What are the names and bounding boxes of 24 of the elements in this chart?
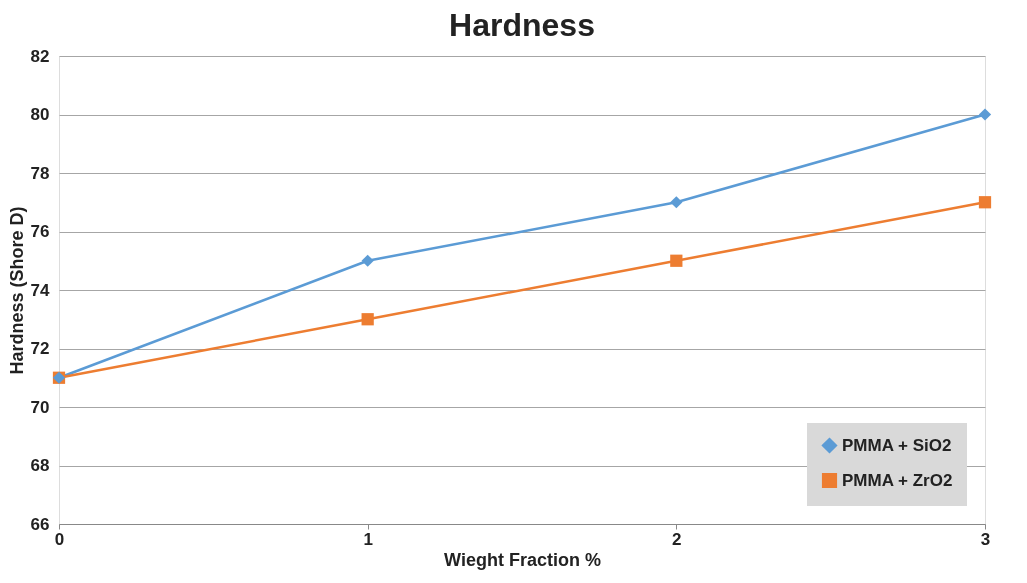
y-tick-label: 68: [30, 456, 50, 475]
y-axis-title: Hardness (Shore D): [6, 206, 27, 375]
point: [978, 108, 992, 121]
y-tick-label: 80: [30, 105, 50, 124]
legend-label: PMMA + SiO2: [842, 435, 952, 455]
point: [670, 254, 683, 267]
point: [978, 196, 992, 209]
y-tick-label: 70: [30, 397, 50, 417]
y-tick-label: 66: [30, 514, 50, 534]
y-tick-label: 82: [30, 46, 50, 66]
point: [361, 254, 374, 267]
legend-label: PMMA + ZrO2: [842, 470, 953, 490]
x-tick-label: 1: [363, 529, 373, 549]
point: [670, 196, 683, 209]
y-tick-label: 76: [30, 222, 50, 241]
y-tick-label: 78: [30, 163, 50, 183]
x-tick-label: 0: [54, 529, 65, 549]
x-tick-label: 3: [980, 529, 991, 549]
y-tick-label: 74: [30, 280, 51, 300]
point: [361, 313, 374, 326]
x-axis-title: Wieght Fraction %: [444, 549, 601, 570]
y-tick-label: 72: [30, 339, 50, 358]
chart-title: Hardness: [449, 7, 595, 43]
x-tick-label: 2: [672, 529, 682, 549]
